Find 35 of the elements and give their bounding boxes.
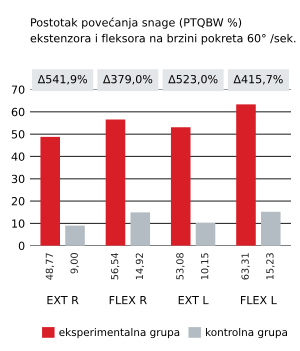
legend-label: kontrolna grupa <box>206 328 287 338</box>
bar <box>236 104 256 246</box>
x-tick-label: FLEX L <box>240 296 277 304</box>
y-tick-label: 50 <box>12 130 24 139</box>
text: Δ379,0% <box>102 74 152 84</box>
data-label: 9,00 <box>70 253 79 274</box>
y-tick-label: 70 <box>12 85 24 94</box>
data-label: 10,15 <box>200 253 210 280</box>
bar <box>196 223 216 246</box>
text: Δ523,0% <box>168 74 218 84</box>
y-tick-label: 0 <box>18 242 24 250</box>
data-label: 14,92 <box>136 253 144 280</box>
chart-title: Postotak povećanja snage (PTQBW %) ekstenzora i fleksora na brzini pokreta 60° /sek. <box>30 18 296 45</box>
x-tick-label: EXT R <box>47 296 79 304</box>
x-tick-label: FLEX R <box>110 296 147 304</box>
bar <box>260 212 281 246</box>
y-tick-label: 40 <box>12 152 24 161</box>
y-tick-label: 30 <box>12 174 24 184</box>
bar <box>65 226 85 246</box>
x-tick-label: EXT L <box>178 296 209 304</box>
text: Δ415,7% <box>233 74 283 84</box>
y-tick-label: 60 <box>12 108 24 116</box>
bar <box>106 120 126 246</box>
y-tick-label: 20 <box>12 197 24 206</box>
data-label: 53,08 <box>176 253 185 280</box>
data-label: 56,54 <box>110 252 120 280</box>
text: Δ541,9% <box>38 74 87 84</box>
bar <box>170 127 191 246</box>
legend-label: eksperimentalna grupa <box>59 328 180 338</box>
bar <box>130 212 150 246</box>
data-label: 48,77 <box>46 253 54 280</box>
data-label: 63,31 <box>241 253 250 280</box>
bar <box>40 136 60 246</box>
data-label: 15,23 <box>266 253 275 280</box>
y-tick-label: 10 <box>12 219 24 228</box>
